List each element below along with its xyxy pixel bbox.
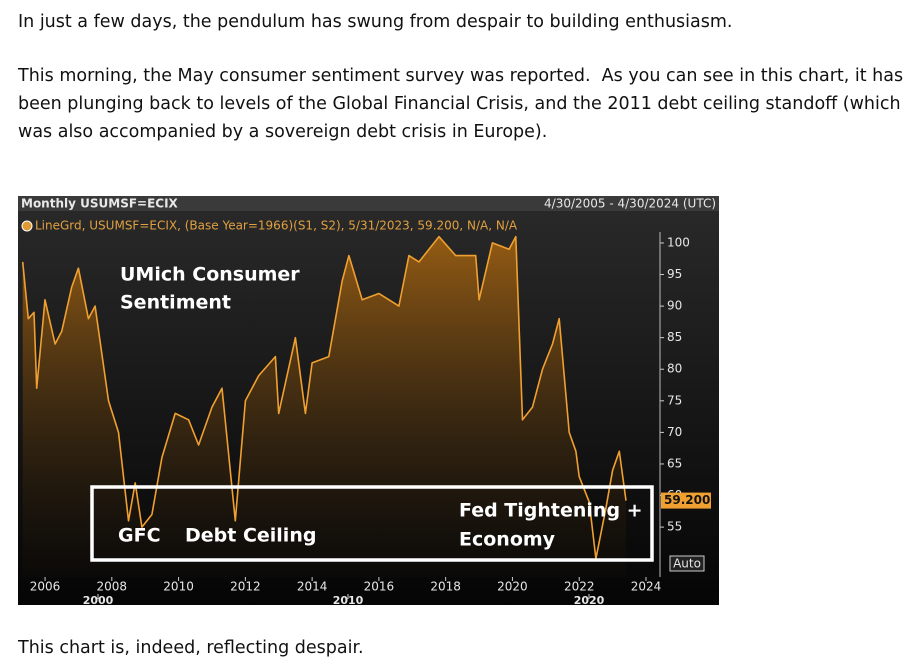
x-tick-label: 2006 (30, 580, 61, 594)
annotation: Economy (459, 529, 556, 551)
x-tick-label: 2024 (631, 580, 662, 594)
chart: Monthly USUMSF=ECIX 4/30/2005 - 4/30/202… (18, 196, 719, 605)
legend-text: LineGrd, USUMSF=ECIX, (Base Year=1966)(S… (35, 219, 518, 233)
annotation-box (90, 485, 654, 562)
auto-button (669, 555, 705, 572)
y-tick-label: 90 (667, 299, 682, 313)
x-tick-label: 2014 (297, 580, 328, 594)
annotation: Fed Tightening + (459, 500, 643, 522)
y-tick-label: 55 (667, 520, 682, 534)
x-tick-label: 2012 (230, 580, 261, 594)
y-tick-label: 75 (667, 393, 682, 407)
annotation: GFC (118, 525, 161, 547)
date-range: 4/30/2005 - 4/30/2024 (UTC) (544, 197, 716, 211)
legend-icon (21, 220, 33, 232)
x-tick-label: 2008 (97, 580, 128, 594)
data-line (21, 235, 627, 560)
last-value-box (661, 492, 711, 509)
decade-label: 2020 (574, 594, 605, 605)
annotation: Sentiment (120, 292, 231, 314)
x-tick-label: 2018 (430, 580, 461, 594)
paragraph: This chart is, indeed, reflecting despai… (18, 638, 364, 658)
y-tick-label: 85 (667, 330, 682, 344)
chart-header: Monthly USUMSF=ECIX (21, 197, 179, 211)
y-tick-label: 80 (667, 362, 682, 376)
last-value-label: 59.200 (664, 493, 710, 507)
paragraph: This morning, the May consumer sentiment… (18, 66, 909, 142)
y-tick-label: 70 (667, 425, 682, 439)
y-tick-label: 95 (667, 267, 682, 281)
y-tick-label: 65 (667, 456, 682, 470)
area-fill (22, 236, 626, 577)
x-tick-label: 2016 (364, 580, 395, 594)
auto-button-label: Auto (673, 557, 701, 571)
decade-label: 2010 (333, 594, 364, 605)
header-bar (18, 196, 719, 211)
x-tick-label: 2010 (163, 580, 194, 594)
decade-label: 2000 (83, 594, 114, 605)
y-tick-label: 100 (667, 235, 690, 249)
x-tick-label: 2022 (564, 580, 595, 594)
paragraph: In just a few days, the pendulum has swu… (18, 12, 733, 32)
annotation: UMich Consumer (120, 264, 300, 286)
x-tick-label: 2020 (497, 580, 528, 594)
annotation: Debt Ceiling (185, 525, 316, 547)
